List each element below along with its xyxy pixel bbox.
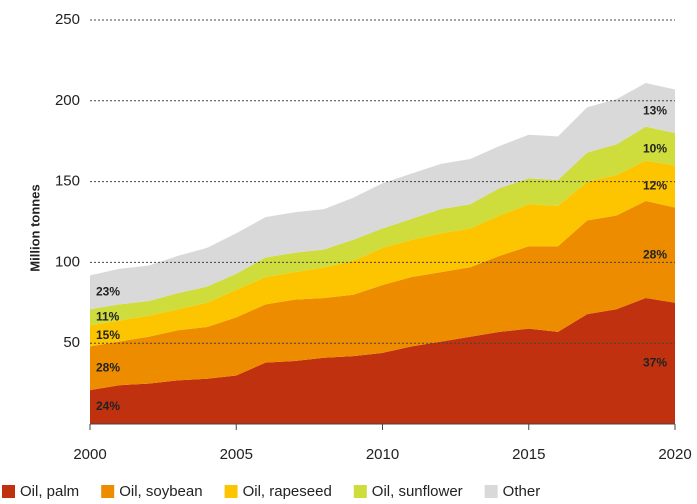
- pct-label: 12%: [643, 179, 667, 193]
- area: [90, 297, 675, 424]
- legend-label: Oil, soybean: [119, 483, 202, 500]
- y-tick-label: 200: [55, 92, 80, 109]
- legend-swatch: [224, 485, 238, 498]
- y-tick-label: 250: [55, 11, 80, 28]
- pct-label: 28%: [643, 247, 667, 261]
- area: [90, 200, 675, 391]
- legend-label: Oil, palm: [20, 483, 79, 500]
- legend-label: Oil, sunflower: [372, 483, 463, 500]
- pct-label: 11%: [96, 310, 120, 324]
- y-tick-label: 100: [55, 253, 80, 270]
- pct-label: 10%: [643, 141, 667, 155]
- x-tick-label: 2015: [512, 446, 545, 463]
- y-tick-label: 150: [55, 173, 80, 190]
- pct-label: 28%: [96, 360, 120, 374]
- legend-label: Other: [503, 483, 541, 500]
- x-tick-label: 2020: [658, 446, 691, 463]
- x-tick-label: 2005: [220, 446, 253, 463]
- x-tick-label: 2000: [73, 446, 106, 463]
- area: [90, 160, 675, 347]
- pct-label: 37%: [643, 356, 667, 370]
- legend-swatch: [353, 485, 367, 498]
- legend-swatch: [484, 485, 498, 498]
- legend-label: Oil, rapeseed: [243, 483, 332, 500]
- legend-swatch: [101, 485, 115, 498]
- area: [90, 83, 675, 310]
- legend-swatch: [2, 485, 15, 498]
- pct-label: 24%: [96, 399, 120, 413]
- pct-label: 23%: [96, 284, 120, 298]
- x-tick-label: 2010: [366, 446, 399, 463]
- pct-label: 13%: [643, 103, 667, 117]
- area: [90, 126, 675, 326]
- pct-label: 15%: [96, 328, 120, 342]
- y-tick-label: 50: [63, 334, 80, 351]
- y-axis-label: Million tonnes: [27, 184, 42, 271]
